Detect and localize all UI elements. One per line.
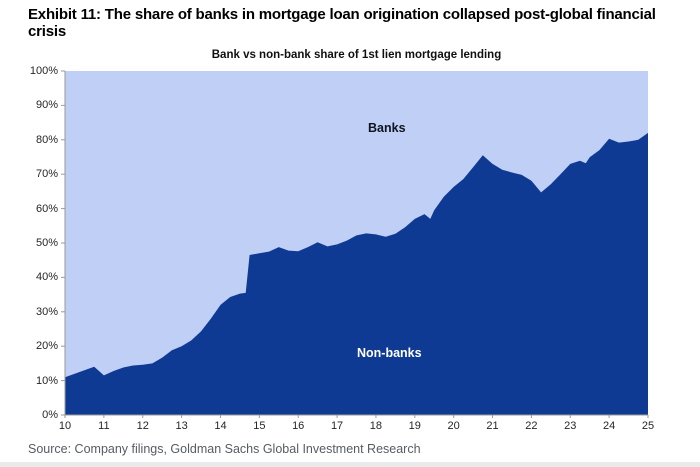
y-axis-tick-label: 40% xyxy=(35,271,58,284)
x-axis-tick-label: 12 xyxy=(136,420,149,432)
y-axis-tick-label: 30% xyxy=(35,305,58,318)
x-axis-tick-label: 18 xyxy=(369,420,383,432)
banks-area-label: Banks xyxy=(368,121,406,135)
non-banks-area xyxy=(65,132,648,415)
x-axis-tick-label: 16 xyxy=(292,420,305,432)
x-axis-tick-label: 25 xyxy=(641,420,655,432)
bottom-edge-strip xyxy=(0,462,700,467)
x-axis-tick-label: 13 xyxy=(175,420,188,432)
y-axis-tick-label: 100% xyxy=(29,65,58,77)
x-axis-tick-label: 21 xyxy=(486,420,499,432)
y-axis-tick-label: 80% xyxy=(35,133,58,146)
x-axis-tick-label: 24 xyxy=(603,420,616,432)
y-axis-tick-label: 50% xyxy=(35,237,58,249)
y-axis-tick-label: 20% xyxy=(35,340,58,353)
source-attribution: Source: Company filings, Goldman Sachs G… xyxy=(28,442,421,456)
x-axis-tick-label: 15 xyxy=(253,420,266,432)
exhibit-title: Exhibit 11: The share of banks in mortga… xyxy=(28,6,656,40)
x-axis-tick-label: 19 xyxy=(408,420,421,432)
y-axis-tick-label: 90% xyxy=(35,99,58,112)
chart-title: Bank vs non-bank share of 1st lien mortg… xyxy=(211,49,502,61)
x-axis-tick-label: 14 xyxy=(214,420,227,432)
y-axis-tick-label: 0% xyxy=(42,409,58,421)
x-axis-tick-label: 22 xyxy=(525,420,538,432)
x-axis-tick-label: 11 xyxy=(98,420,110,432)
non-banks-area-label: Non-banks xyxy=(357,346,422,360)
y-axis-tick-label: 70% xyxy=(35,168,58,181)
y-axis-tick-label: 60% xyxy=(35,202,58,215)
x-axis-tick-label: 23 xyxy=(564,420,577,432)
x-axis-tick-label: 10 xyxy=(58,420,72,432)
x-axis-tick-label: 20 xyxy=(447,420,460,432)
y-axis-tick-label: 10% xyxy=(35,374,58,387)
x-axis-tick-label: 17 xyxy=(330,420,344,432)
